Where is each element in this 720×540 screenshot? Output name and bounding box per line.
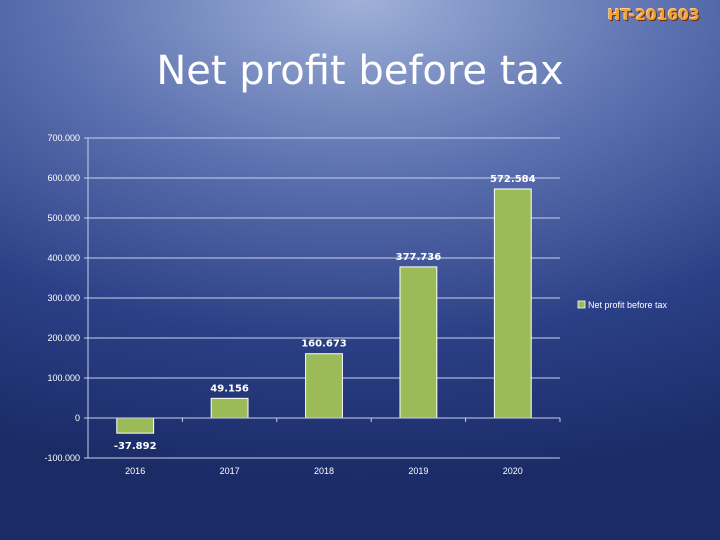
chart-title: Net profit before tax bbox=[156, 48, 564, 94]
y-tick-label: -100.000 bbox=[44, 453, 80, 463]
y-tick-label: 300.000 bbox=[47, 293, 80, 303]
x-tick-label: 2017 bbox=[220, 466, 240, 476]
bar-2019 bbox=[399, 266, 438, 419]
x-tick-label: 2020 bbox=[503, 466, 523, 476]
y-tick-label: 700.000 bbox=[47, 133, 80, 143]
y-tick-label: 0 bbox=[75, 413, 80, 423]
y-tick-label: 100.000 bbox=[47, 373, 80, 383]
y-tick-label: 500.000 bbox=[47, 213, 80, 223]
bar-2020 bbox=[493, 188, 532, 419]
legend-label: Net profit before tax bbox=[588, 300, 668, 310]
data-label-2017: 49.156 bbox=[210, 383, 249, 394]
x-tick-label: 2016 bbox=[125, 466, 145, 476]
data-label-2016: -37.892 bbox=[114, 441, 157, 452]
bar-2017 bbox=[210, 397, 249, 419]
y-tick-label: 600.000 bbox=[47, 173, 80, 183]
x-tick-label: 2019 bbox=[408, 466, 428, 476]
data-label-2018: 160.673 bbox=[301, 339, 347, 350]
bar-2018 bbox=[305, 353, 343, 419]
y-tick-label: 400.000 bbox=[47, 253, 80, 263]
bar-2016 bbox=[116, 417, 155, 434]
y-tick-label: 200.000 bbox=[47, 333, 80, 343]
document-code-badge: HT-201603 bbox=[607, 6, 700, 24]
x-tick-label: 2018 bbox=[314, 466, 334, 476]
data-label-2019: 377.736 bbox=[396, 252, 442, 263]
data-label-2020: 572.584 bbox=[490, 174, 536, 185]
legend-swatch bbox=[577, 300, 586, 309]
